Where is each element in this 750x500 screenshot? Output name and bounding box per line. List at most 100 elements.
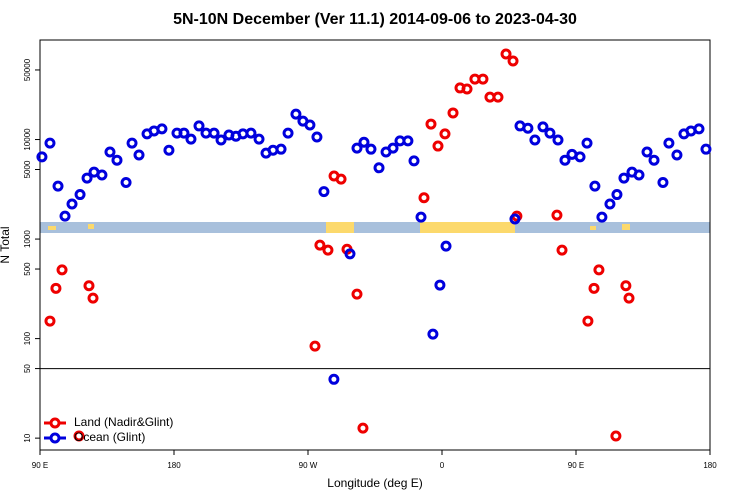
point (52, 180, 64, 192)
y-tick-label: 50 (23, 364, 32, 373)
point (351, 288, 363, 300)
point (551, 209, 563, 221)
ocean-strip (40, 222, 710, 233)
point (73, 430, 85, 442)
point (81, 172, 93, 184)
point (418, 192, 430, 204)
point (581, 137, 593, 149)
point (671, 149, 683, 161)
point (253, 133, 265, 145)
legend-marker (49, 432, 61, 444)
point (425, 118, 437, 130)
point (104, 146, 116, 158)
point (357, 422, 369, 434)
point (56, 264, 68, 276)
point (87, 292, 99, 304)
y-tick-label: 10000 (23, 128, 32, 151)
point (311, 131, 323, 143)
legend-marker (49, 417, 61, 429)
point (365, 143, 377, 155)
point (318, 186, 330, 198)
point (529, 134, 541, 146)
y-tick-label: 1000 (23, 230, 32, 248)
point (663, 137, 675, 149)
x-tick-label: 90 W (299, 461, 318, 470)
x-tick-label: 90 E (568, 461, 584, 470)
point (477, 73, 489, 85)
point (537, 121, 549, 133)
point (623, 292, 635, 304)
point (620, 280, 632, 292)
point (552, 134, 564, 146)
point (633, 169, 645, 181)
land-patch (88, 224, 94, 229)
point (309, 340, 321, 352)
point (185, 133, 197, 145)
point (522, 122, 534, 134)
point (208, 127, 220, 139)
point (282, 127, 294, 139)
point (120, 177, 132, 189)
y-tick-label: 10 (23, 433, 32, 442)
x-axis-label: Longitude (deg E) (327, 476, 422, 490)
land-patch (420, 222, 515, 233)
point (447, 107, 459, 119)
point (544, 127, 556, 139)
point (163, 144, 175, 156)
point (36, 151, 48, 163)
x-tick-label: 180 (703, 461, 717, 470)
point (427, 328, 439, 340)
point (432, 140, 444, 152)
point (415, 211, 427, 223)
point (275, 143, 287, 155)
y-tick-label: 500 (23, 262, 32, 276)
chart-title: 5N-10N December (Ver 11.1) 2014-09-06 to… (173, 11, 577, 28)
point (556, 244, 568, 256)
point (648, 154, 660, 166)
plot-frame (39, 39, 711, 451)
point (328, 373, 340, 385)
point (588, 282, 600, 294)
point (559, 154, 571, 166)
point (434, 279, 446, 291)
point (344, 248, 356, 260)
point (156, 123, 168, 135)
point (290, 108, 302, 120)
point (604, 198, 616, 210)
point (193, 120, 205, 132)
x-tick-label: 0 (440, 461, 445, 470)
point (387, 142, 399, 154)
point (461, 83, 473, 95)
point (402, 135, 414, 147)
point (335, 173, 347, 185)
point (589, 180, 601, 192)
y-tick-label: 5000 (23, 160, 32, 178)
point (178, 127, 190, 139)
point (440, 240, 452, 252)
legend-label: Land (Nadir&Glint) (74, 415, 173, 429)
point (126, 137, 138, 149)
land-patch (48, 226, 56, 230)
y-tick-label: 100 (23, 331, 32, 345)
point (618, 172, 630, 184)
point (44, 137, 56, 149)
legend-item: Ocean (Glint) (44, 430, 145, 444)
point (83, 280, 95, 292)
point (693, 123, 705, 135)
x-tick-label: 180 (167, 461, 181, 470)
point (358, 136, 370, 148)
point (657, 177, 669, 189)
point (641, 146, 653, 158)
point (700, 143, 712, 155)
point (50, 282, 62, 294)
point (314, 239, 326, 251)
point (74, 189, 86, 201)
point (439, 128, 451, 140)
point (373, 162, 385, 174)
point (322, 244, 334, 256)
map-strip (40, 222, 710, 233)
point (44, 315, 56, 327)
legend-label: Ocean (Glint) (74, 430, 145, 444)
point (111, 154, 123, 166)
point (492, 91, 504, 103)
